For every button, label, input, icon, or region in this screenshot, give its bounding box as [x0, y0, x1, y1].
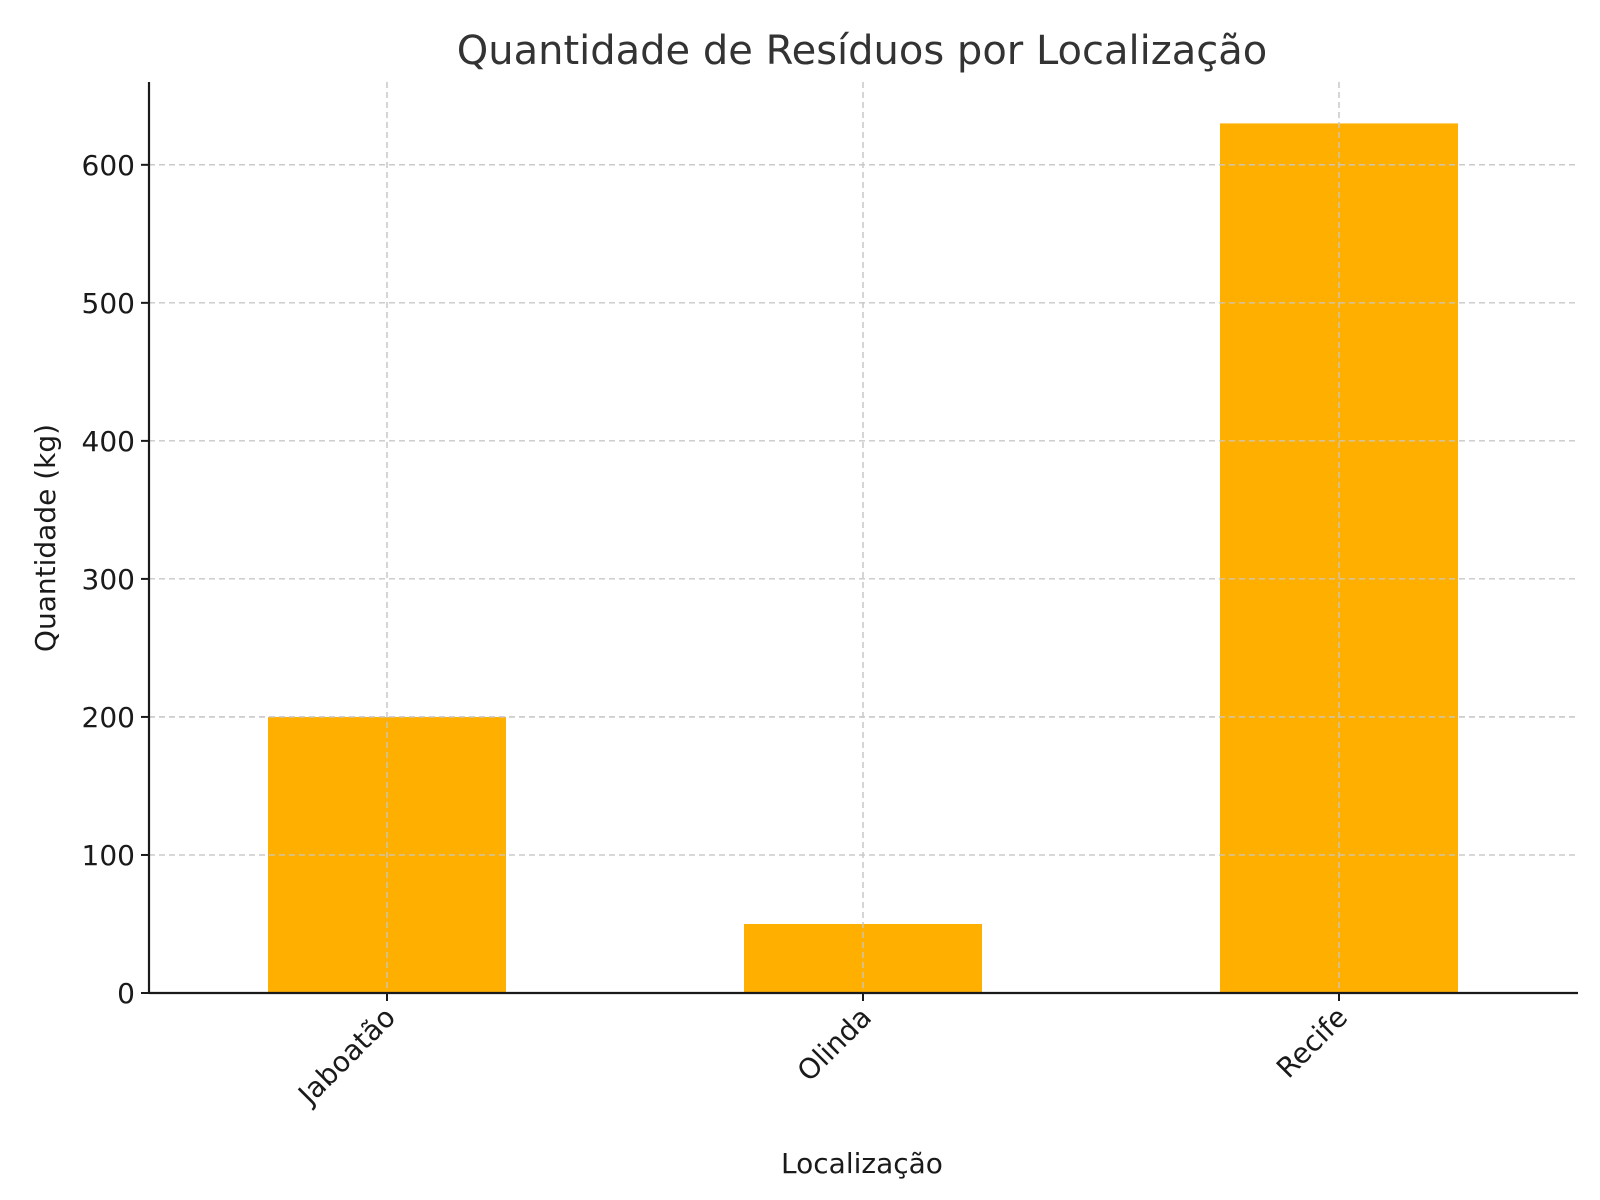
- x-ticks: Jaboatão Olinda Recife: [290, 993, 1354, 1112]
- bar-recife: [1220, 123, 1458, 994]
- y-ticks: 0 100 200 300 400 500 600: [82, 149, 149, 1010]
- y-tick-label: 100: [82, 839, 135, 872]
- bars: [149, 82, 1578, 994]
- x-tick-label: Recife: [1270, 1001, 1354, 1085]
- chart-title: Quantidade de Resíduos por Localização: [457, 28, 1267, 74]
- x-tick-label: Olinda: [791, 1001, 878, 1088]
- y-tick-label: 200: [82, 701, 135, 734]
- y-tick-label: 0: [117, 977, 135, 1010]
- x-axis-label: Localização: [781, 1147, 943, 1180]
- y-tick-label: 600: [82, 149, 135, 182]
- y-tick-label: 300: [82, 563, 135, 596]
- x-tick-label: Jaboatão: [290, 1001, 402, 1113]
- y-tick-label: 400: [82, 425, 135, 458]
- y-axis-label: Quantidade (kg): [29, 424, 62, 652]
- y-tick-label: 500: [82, 287, 135, 320]
